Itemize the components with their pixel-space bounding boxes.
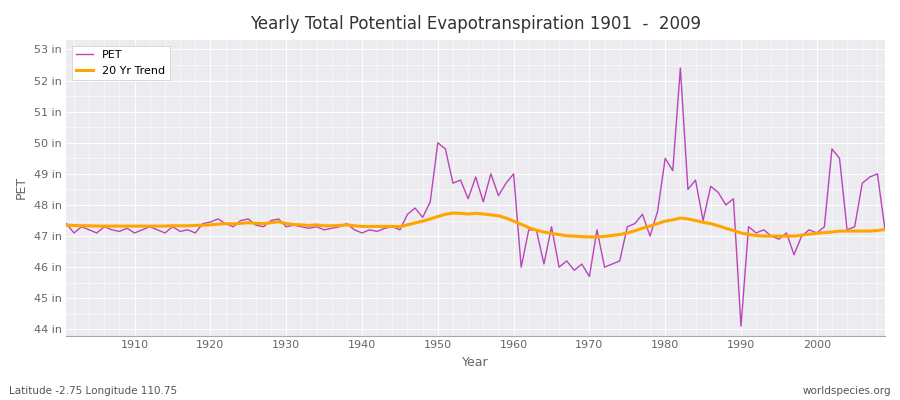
Text: worldspecies.org: worldspecies.org <box>803 386 891 396</box>
X-axis label: Year: Year <box>463 356 489 369</box>
Text: Latitude -2.75 Longitude 110.75: Latitude -2.75 Longitude 110.75 <box>9 386 177 396</box>
20 Yr Trend <box>584 234 595 239</box>
20 Yr Trend <box>516 222 526 227</box>
PET <box>508 172 519 176</box>
PET <box>599 265 610 270</box>
Y-axis label: PET: PET <box>15 176 28 200</box>
20 Yr Trend <box>447 211 458 216</box>
Line: PET: PET <box>67 68 885 326</box>
PET <box>334 224 345 229</box>
20 Yr Trend <box>122 224 132 228</box>
20 Yr Trend <box>615 232 626 237</box>
PET <box>122 226 132 231</box>
20 Yr Trend <box>508 219 519 224</box>
20 Yr Trend <box>334 223 345 228</box>
PET <box>288 223 299 228</box>
20 Yr Trend <box>288 222 299 227</box>
20 Yr Trend <box>61 223 72 228</box>
PET <box>735 324 746 329</box>
20 Yr Trend <box>879 227 890 232</box>
Title: Yearly Total Potential Evapotranspiration 1901  -  2009: Yearly Total Potential Evapotranspiratio… <box>250 15 701 33</box>
PET <box>61 221 72 226</box>
Line: 20 Yr Trend: 20 Yr Trend <box>67 213 885 237</box>
PET <box>500 181 511 186</box>
PET <box>879 228 890 232</box>
PET <box>675 66 686 70</box>
Legend: PET, 20 Yr Trend: PET, 20 Yr Trend <box>72 46 169 80</box>
